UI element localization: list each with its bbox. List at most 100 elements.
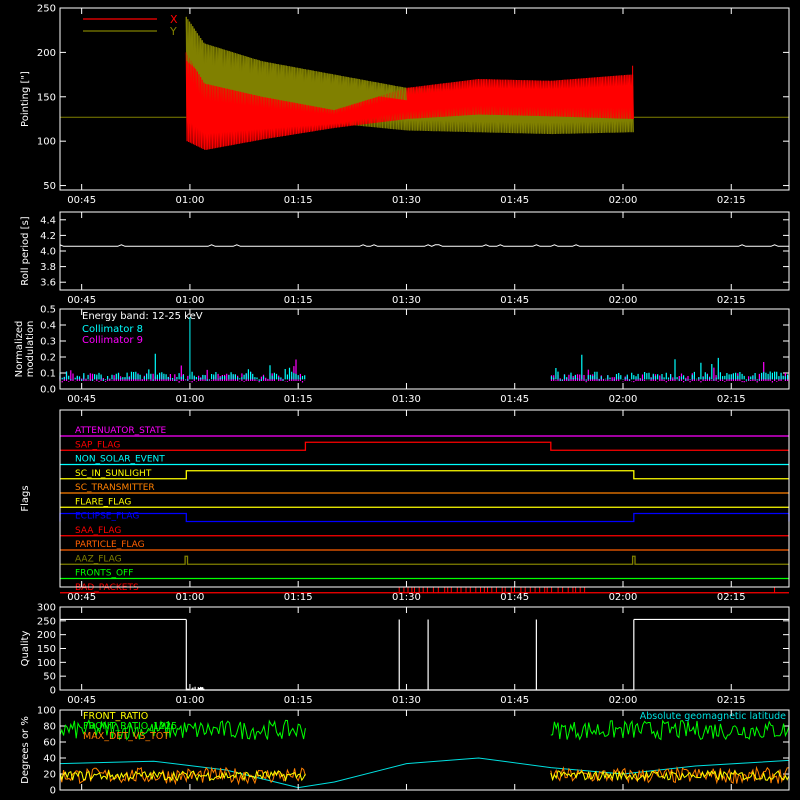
flag-line-aaz_flag [60, 555, 789, 565]
y-tick-label: 150 [37, 92, 56, 103]
flag-label-sc_in_sunlight: SC_IN_SUNLIGHT [75, 469, 152, 479]
y-tick-label: 100 [37, 658, 56, 669]
y-tick-label: 100 [37, 706, 56, 717]
y-tick-label: 0 [50, 786, 56, 797]
x-tick-label: 01:00 [176, 592, 205, 603]
y-tick-label: 200 [37, 48, 56, 59]
roll-period-line [59, 244, 789, 247]
y-tick-label: 0.0 [40, 385, 56, 396]
x-tick-label: 01:45 [500, 695, 529, 706]
y-tick-label: 0.4 [40, 321, 56, 332]
y-axis-label: modulation [25, 321, 36, 378]
x-tick-label: 02:00 [609, 195, 638, 206]
y-tick-label: 80 [43, 722, 56, 733]
x-tick-label: 02:00 [609, 695, 638, 706]
x-tick-label: 01:30 [392, 195, 421, 206]
x-tick-label: 00:45 [67, 195, 96, 206]
panel-frame-5 [59, 709, 790, 791]
y-tick-label: 20 [43, 770, 56, 781]
x-tick-label: 00:45 [67, 394, 96, 405]
x-tick-label: 01:15 [284, 295, 313, 306]
x-tick-label: 01:30 [392, 592, 421, 603]
legend-label-x: X [170, 13, 178, 26]
degrees-series-max_det_vs_tot [59, 765, 790, 786]
y-tick-label: 50 [43, 181, 56, 192]
y-tick-label: 0.1 [40, 369, 56, 380]
x-tick-label: 02:15 [717, 695, 746, 706]
degrees-series-front_ratio_1225 [59, 719, 790, 741]
x-tick-label: 01:00 [176, 394, 205, 405]
legend-label-front_ratio_1225: FRONT_RATIO_1225 [83, 721, 177, 732]
x-tick-label: 02:00 [609, 295, 638, 306]
flag-label-attenuator_state: ATTENUATOR_STATE [75, 426, 167, 436]
y-axis-label: Quality [20, 631, 31, 667]
y-tick-label: 3.6 [40, 278, 56, 289]
y-tick-label: 40 [43, 754, 56, 765]
legend-label-collimator-9: Collimator 9 [82, 335, 143, 346]
x-tick-label: 01:30 [392, 394, 421, 405]
panel-frame-0 [59, 7, 790, 191]
flag-line-sap_flag [60, 441, 789, 451]
y-tick-label: 0.3 [40, 337, 56, 348]
y-tick-label: 250 [37, 4, 56, 15]
flag-line-eclipse_flag [59, 512, 790, 523]
flag-label-aaz_flag: AAZ_FLAG [75, 554, 122, 564]
x-tick-label: 02:00 [609, 394, 638, 405]
flag-label-sc_transmitter: SC_TRANSMITTER [75, 483, 155, 493]
y-tick-label: 4.0 [40, 247, 56, 258]
x-tick-label: 01:45 [500, 592, 529, 603]
bad-packets-ticks [398, 586, 776, 593]
degrees-series-front_ratio [59, 769, 790, 783]
x-tick-label: 01:15 [284, 195, 313, 206]
x-tick-label: 01:00 [176, 195, 205, 206]
legend-label-collimator-8: Collimator 8 [82, 324, 143, 335]
x-tick-label: 01:30 [392, 295, 421, 306]
flag-label-bad_packets: BAD_PACKETS [75, 583, 139, 593]
y-tick-label: 4.2 [40, 231, 56, 242]
series-line-y-overlay [185, 16, 407, 101]
panel-frame-2 [59, 308, 790, 390]
modulation-annotation: Energy band: 12-25 keV [82, 311, 203, 322]
y-tick-label: 0.2 [40, 353, 56, 364]
legend-label-max_det_vs_tot: MAX_DET_VS_TOT [83, 731, 169, 742]
y-axis-label: Flags [20, 485, 31, 511]
y-tick-label: 100 [37, 137, 56, 148]
panel-frame-3 [59, 409, 790, 588]
flag-label-particle_flag: PARTICLE_FLAG [75, 540, 145, 550]
y-axis-label: Roll period [s] [20, 216, 31, 285]
x-tick-label: 02:15 [717, 394, 746, 405]
panel-frame-4 [59, 606, 790, 691]
y-tick-label: 250 [37, 616, 56, 627]
legend-label-geomag: Absolute geomagnetic latitude [640, 711, 786, 722]
y-tick-label: 0 [50, 686, 56, 697]
x-tick-label: 01:00 [176, 695, 205, 706]
x-tick-label: 01:00 [176, 295, 205, 306]
x-tick-label: 02:15 [717, 195, 746, 206]
x-tick-label: 01:15 [284, 695, 313, 706]
y-tick-label: 150 [37, 644, 56, 655]
flag-label-eclipse_flag: ECLIPSE_FLAG [75, 512, 139, 522]
panel-frame-1 [59, 211, 790, 291]
x-tick-label: 00:45 [67, 592, 96, 603]
flag-label-sap_flag: SAP_FLAG [75, 440, 120, 450]
y-tick-label: 60 [43, 738, 56, 749]
y-tick-label: 50 [43, 672, 56, 683]
x-tick-label: 02:00 [609, 592, 638, 603]
x-tick-label: 02:15 [717, 592, 746, 603]
x-tick-label: 01:15 [284, 592, 313, 603]
flag-label-saa_flag: SAA_FLAG [75, 526, 121, 536]
flag-line-sc_in_sunlight [60, 470, 789, 480]
y-axis-label: Degrees or % [20, 716, 31, 784]
y-tick-label: 4.4 [40, 215, 56, 226]
flag-label-non_solar_event: NON_SOLAR_EVENT [75, 455, 165, 465]
x-tick-label: 01:45 [500, 394, 529, 405]
x-tick-label: 00:45 [67, 295, 96, 306]
x-tick-label: 01:45 [500, 295, 529, 306]
y-tick-label: 200 [37, 630, 56, 641]
flag-label-fronts_off: FRONTS_OFF [75, 569, 133, 579]
flag-label-flare_flag: FLARE_FLAG [75, 497, 131, 507]
legend-label-y: Y [169, 25, 177, 38]
y-axis-label: Normalized [14, 321, 25, 378]
y-tick-label: 300 [37, 603, 56, 614]
